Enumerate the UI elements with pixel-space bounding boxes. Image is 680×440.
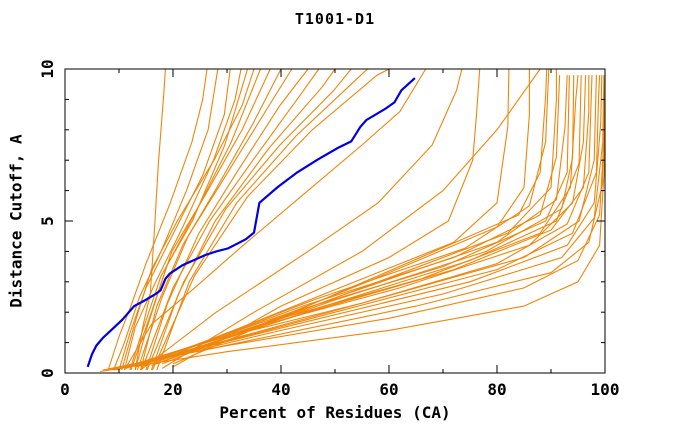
series-model-13 bbox=[141, 68, 320, 371]
series-model-40 bbox=[161, 69, 530, 365]
series-model-37 bbox=[136, 75, 561, 368]
series-model-04 bbox=[118, 68, 231, 371]
series-model-15 bbox=[146, 68, 352, 371]
x-tick-label: 40 bbox=[271, 380, 290, 399]
x-tick-label: 20 bbox=[163, 380, 182, 399]
x-tick-label: 0 bbox=[60, 380, 70, 399]
series-model-38 bbox=[156, 69, 557, 365]
series-model-05 bbox=[123, 68, 242, 371]
series-model-18 bbox=[123, 68, 427, 371]
series-model-21 bbox=[161, 68, 541, 369]
series-model-25 bbox=[113, 75, 605, 371]
x-axis-label: Percent of Residues (CA) bbox=[219, 403, 451, 422]
series-model-19 bbox=[140, 68, 463, 371]
series-model-11 bbox=[136, 68, 293, 371]
series-model-29 bbox=[116, 75, 593, 371]
series-model-02 bbox=[107, 68, 208, 371]
series-model-27 bbox=[124, 75, 601, 369]
chart-title: T1001-D1 bbox=[294, 10, 376, 28]
y-tick-label: 0 bbox=[38, 368, 57, 378]
series-model-32 bbox=[140, 75, 582, 368]
series-model-20 bbox=[172, 68, 481, 368]
series-model-28 bbox=[129, 75, 597, 368]
series-model-42 bbox=[172, 68, 548, 365]
series-model-09 bbox=[130, 68, 271, 371]
x-tick-label: 100 bbox=[591, 380, 620, 399]
series-model-01 bbox=[134, 68, 166, 371]
series-model-26 bbox=[118, 75, 603, 369]
series-highlighted-model bbox=[86, 77, 416, 368]
series-model-24 bbox=[108, 75, 606, 371]
x-tick-label: 80 bbox=[487, 380, 506, 399]
series-model-23 bbox=[102, 75, 606, 371]
y-axis-label: Distance Cutoff, A bbox=[6, 134, 26, 308]
series-model-41 bbox=[146, 68, 510, 366]
series-model-22 bbox=[100, 81, 606, 373]
y-tick-label: 10 bbox=[38, 59, 57, 78]
series-model-30 bbox=[135, 75, 590, 368]
series-model-07 bbox=[121, 68, 255, 371]
x-tick-label: 60 bbox=[379, 380, 398, 399]
y-tick-label: 5 bbox=[38, 216, 57, 226]
series-model-17 bbox=[151, 68, 390, 371]
